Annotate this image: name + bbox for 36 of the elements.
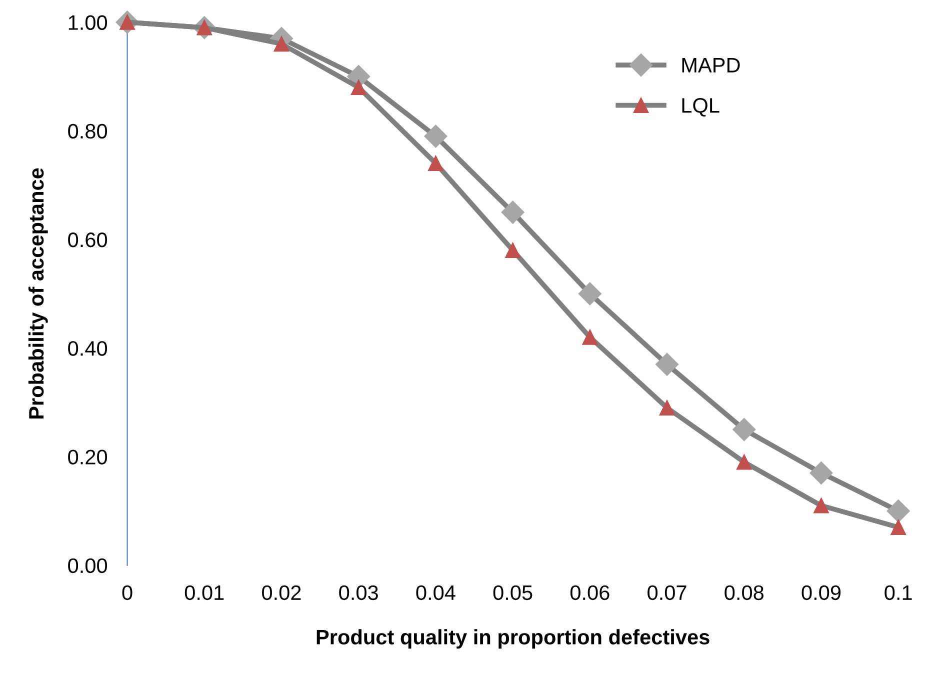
- point: [814, 498, 829, 514]
- point: [656, 352, 679, 376]
- x-axis-title: Product quality in proportion defectives: [316, 629, 710, 649]
- y-tick-label: 1.00: [68, 15, 108, 30]
- point: [501, 200, 524, 224]
- point: [810, 461, 833, 484]
- y-tick-label: 0.00: [68, 558, 108, 574]
- legend-label: LQL: [682, 98, 720, 117]
- x-tick-label: 0.01: [184, 585, 224, 600]
- x-tick-label: 0.08: [724, 585, 764, 600]
- x-tick-label: 0.04: [416, 585, 456, 600]
- y-tick-label: 0.60: [68, 232, 108, 248]
- point: [582, 330, 598, 345]
- point: [736, 454, 752, 470]
- x-tick-label: 0.09: [802, 585, 841, 600]
- legend-label: MAPD: [682, 58, 740, 72]
- x-tick-label: 0.07: [648, 585, 686, 600]
- point: [578, 282, 602, 306]
- point: [424, 124, 448, 148]
- x-tick-label: 0.02: [262, 585, 301, 600]
- x-tick-label: 0: [122, 585, 132, 600]
- point: [505, 242, 520, 258]
- x-tick-label: 0.03: [339, 585, 378, 600]
- point: [732, 418, 756, 442]
- point: [886, 500, 910, 523]
- y-tick-label: 0.20: [68, 450, 108, 464]
- x-tick-label: 0.06: [570, 585, 610, 600]
- y-tick-label: 0.40: [68, 341, 108, 356]
- point: [659, 400, 675, 416]
- point: [350, 80, 366, 96]
- x-tick-label: 0.05: [493, 585, 532, 600]
- y-tick-label: 0.80: [68, 124, 108, 139]
- point: [428, 156, 444, 172]
- y-axis-title: Probability of acceptance: [28, 168, 48, 419]
- x-tick-label: 0.1: [884, 585, 912, 600]
- point: [890, 520, 906, 535]
